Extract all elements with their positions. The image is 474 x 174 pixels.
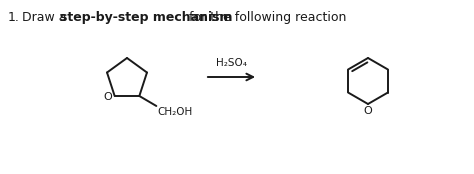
Text: Draw a: Draw a [22, 11, 71, 24]
Text: CH₂OH: CH₂OH [157, 107, 192, 117]
Text: for the following reaction: for the following reaction [185, 11, 346, 24]
Text: 1.: 1. [8, 11, 20, 24]
Text: O: O [364, 106, 373, 116]
Text: H₂SO₄: H₂SO₄ [216, 58, 247, 68]
Text: O: O [103, 92, 112, 102]
Text: step-by-step mechanism: step-by-step mechanism [60, 11, 233, 24]
